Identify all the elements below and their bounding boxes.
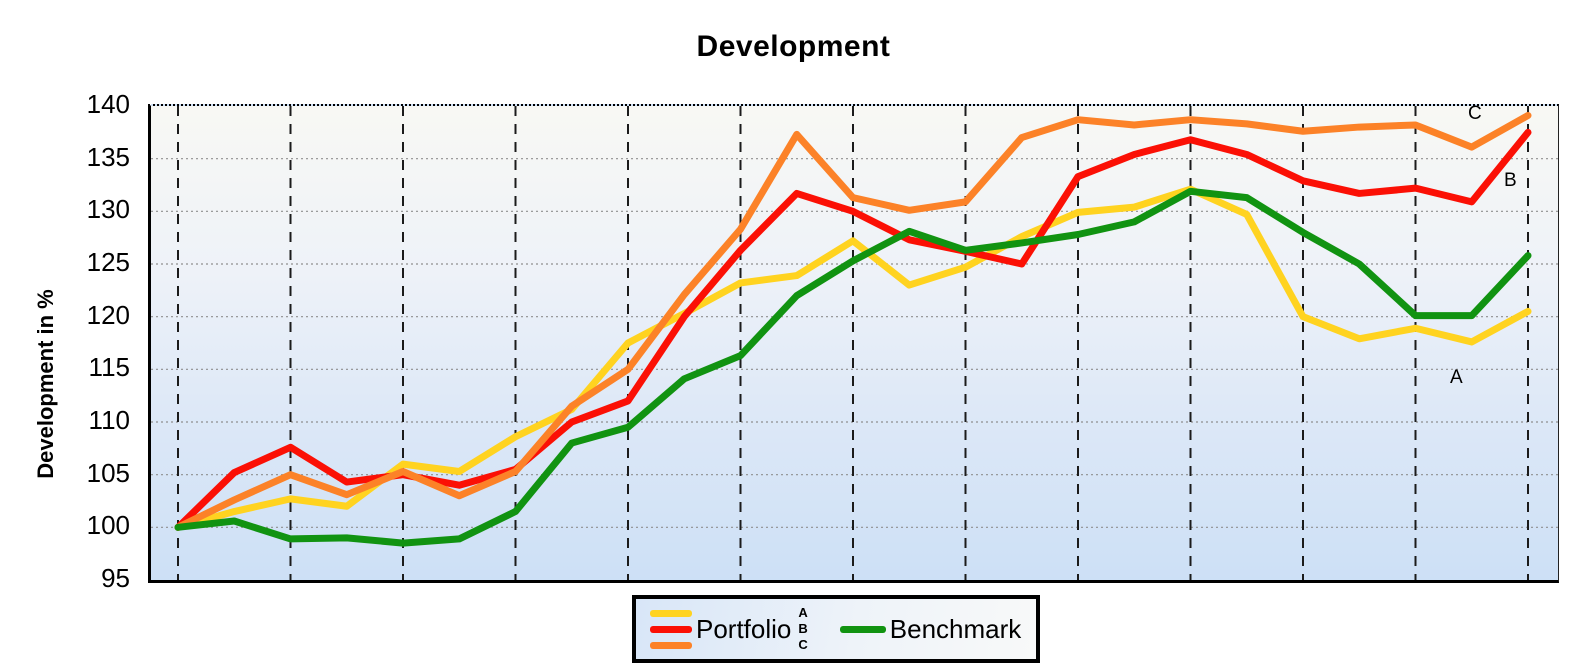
series-end-label-c: C (1468, 103, 1482, 124)
benchmark-swatch (839, 625, 886, 633)
portfolio-b-swatch (650, 625, 692, 633)
portfolio-c-swatch (650, 641, 692, 649)
portfolio-key-letter-c: C (798, 637, 808, 652)
y-tick-label: 125 (86, 247, 130, 277)
series-line-benchmark (174, 187, 1532, 547)
y-tick-label: 120 (86, 299, 130, 330)
plot-svg (151, 106, 1558, 580)
legend-portfolio-label: Portfolio (696, 613, 792, 644)
series-end-label-b: B (1504, 170, 1517, 191)
y-tick-label: 140 (86, 89, 130, 119)
y-tick-label: 95 (101, 563, 130, 593)
y-tick-label: 100 (86, 510, 130, 541)
portfolio-swatches (650, 609, 692, 649)
series-line-portfolio-c (174, 111, 1532, 531)
series-end-label-a: A (1450, 367, 1463, 388)
y-tick-label: 105 (86, 457, 130, 488)
plot-area (148, 104, 1559, 583)
y-tick-label: 110 (88, 405, 130, 435)
y-tick-label: 130 (86, 194, 130, 225)
y-tick-label: 115 (88, 352, 130, 383)
portfolio-key-letter-a: A (798, 605, 808, 620)
series-line-portfolio-a (174, 185, 1532, 531)
y-axis-title: Development in % (33, 289, 58, 479)
portfolio-key-letter-b: B (798, 621, 808, 636)
y-tick-label: 135 (86, 141, 130, 172)
chart-title: Development (696, 30, 891, 63)
legend-benchmark-label: Benchmark (889, 613, 1022, 644)
portfolio-a-swatch (650, 609, 692, 617)
